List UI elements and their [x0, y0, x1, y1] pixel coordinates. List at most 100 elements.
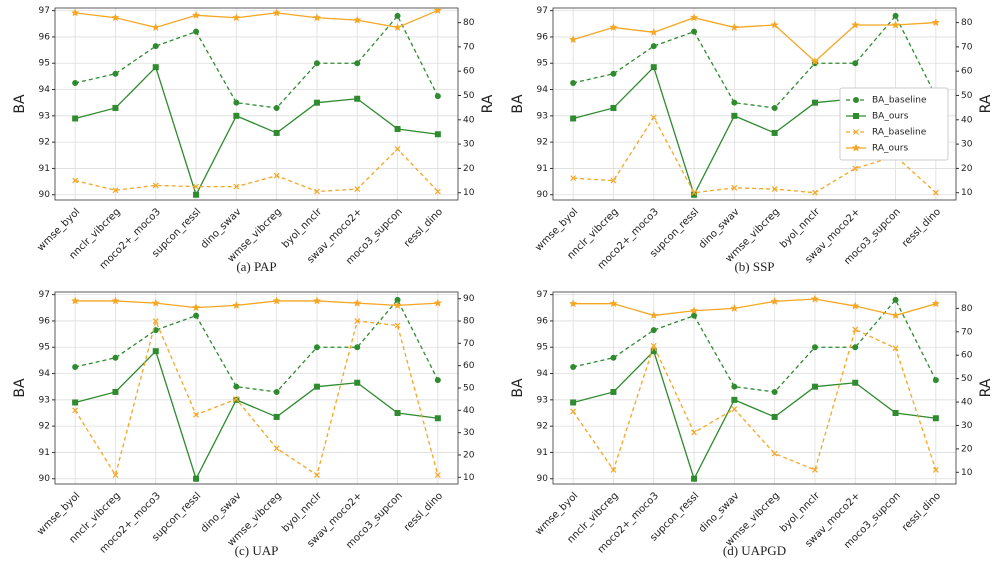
data-point: [570, 399, 577, 406]
data-point: [850, 301, 860, 310]
y-axis-label: BA: [12, 94, 28, 114]
y2-tick-label: 60: [961, 67, 973, 77]
y-tick-label: 96: [39, 32, 51, 42]
data-point: [650, 114, 657, 121]
data-point: [112, 472, 119, 478]
data-point: [314, 472, 320, 478]
data-point: [892, 409, 899, 416]
data-point: [570, 363, 577, 370]
data-point: [770, 20, 779, 29]
data-point: [570, 79, 577, 86]
legend-label: RA_baseline: [872, 128, 927, 138]
series-line: [74, 349, 438, 481]
data-point: [191, 10, 201, 19]
data-point: [112, 187, 119, 194]
data-point: [273, 413, 280, 420]
data-point: [112, 354, 119, 361]
data-point: [152, 64, 159, 71]
y2-tick-label: 80: [463, 18, 475, 28]
y2-tick-label: 30: [961, 421, 973, 431]
y-tick-label: 92: [537, 138, 548, 148]
legend-marker: [851, 143, 861, 152]
data-point: [610, 388, 617, 395]
y2-tick-label: 80: [961, 304, 973, 314]
data-point: [433, 298, 443, 307]
y2-tick-label: 60: [463, 67, 475, 77]
y-tick-label: 96: [537, 32, 549, 42]
data-point: [731, 396, 738, 403]
y2-tick-label: 90: [463, 294, 475, 304]
y2-tick-label: 80: [961, 18, 973, 28]
data-point: [650, 43, 657, 50]
y2-tick-label: 30: [463, 428, 475, 438]
data-point: [609, 299, 618, 308]
data-point: [193, 411, 199, 418]
data-point: [770, 296, 779, 306]
y2-axis-label: RA: [978, 94, 994, 113]
legend-box: [839, 87, 949, 161]
data-point: [570, 115, 577, 122]
chart-title: (b) SSP: [734, 259, 774, 274]
y2-tick-label: 10: [961, 468, 973, 478]
data-point: [650, 348, 657, 355]
data-point: [312, 13, 322, 22]
data-point: [112, 70, 119, 77]
y-tick-label: 91: [537, 448, 548, 458]
data-point: [72, 363, 79, 370]
y-axis-label: BA: [510, 94, 526, 114]
series-line: [572, 17, 936, 63]
data-point: [892, 296, 899, 303]
y-tick-label: 95: [537, 343, 548, 353]
series-line: [573, 298, 937, 393]
legend-label: BA_baseline: [872, 96, 927, 106]
y-tick-label: 95: [39, 343, 50, 353]
data-point: [313, 344, 320, 351]
y-tick-label: 90: [39, 190, 51, 200]
y-tick-label: 93: [39, 395, 50, 405]
data-point: [273, 104, 280, 111]
legend-marker: [853, 113, 859, 119]
data-point: [112, 388, 119, 395]
data-point: [232, 13, 241, 22]
y2-tick-label: 20: [961, 444, 973, 454]
y-tick-label: 90: [39, 474, 51, 484]
data-point: [932, 377, 939, 384]
data-point: [191, 303, 201, 312]
y2-tick-label: 80: [463, 317, 475, 327]
data-point: [354, 60, 361, 67]
x-tick-label: ressl_dino: [900, 206, 943, 249]
data-point: [232, 300, 241, 310]
data-point: [731, 383, 738, 390]
data-point: [609, 22, 618, 32]
data-point: [434, 93, 441, 100]
y2-tick-label: 40: [463, 115, 475, 125]
y-tick-label: 90: [537, 474, 549, 484]
data-point: [691, 312, 698, 319]
x-tick-label: ressl_dino: [900, 490, 943, 533]
chart-title: (d) UAPGD: [723, 543, 786, 558]
data-point: [233, 99, 240, 106]
data-point: [193, 312, 200, 319]
data-point: [689, 13, 699, 22]
y-tick-label: 94: [39, 85, 51, 95]
data-point: [72, 399, 79, 406]
data-point: [434, 377, 441, 384]
data-point: [354, 186, 361, 192]
y2-tick-label: 10: [961, 188, 973, 198]
data-point: [610, 177, 617, 184]
data-point: [354, 379, 361, 386]
data-point: [151, 22, 161, 32]
series-line: [572, 349, 936, 481]
data-point: [931, 18, 941, 27]
y2-tick-label: 40: [961, 398, 973, 408]
data-point: [354, 95, 361, 102]
data-point: [233, 396, 240, 403]
data-point: [731, 112, 738, 119]
y2-tick-label: 20: [463, 164, 475, 174]
y2-tick-label: 50: [961, 91, 973, 101]
data-point: [771, 129, 778, 136]
y2-tick-label: 60: [463, 361, 475, 371]
data-point: [730, 22, 739, 32]
y-tick-label: 95: [39, 59, 50, 69]
y2-tick-label: 50: [463, 91, 475, 101]
